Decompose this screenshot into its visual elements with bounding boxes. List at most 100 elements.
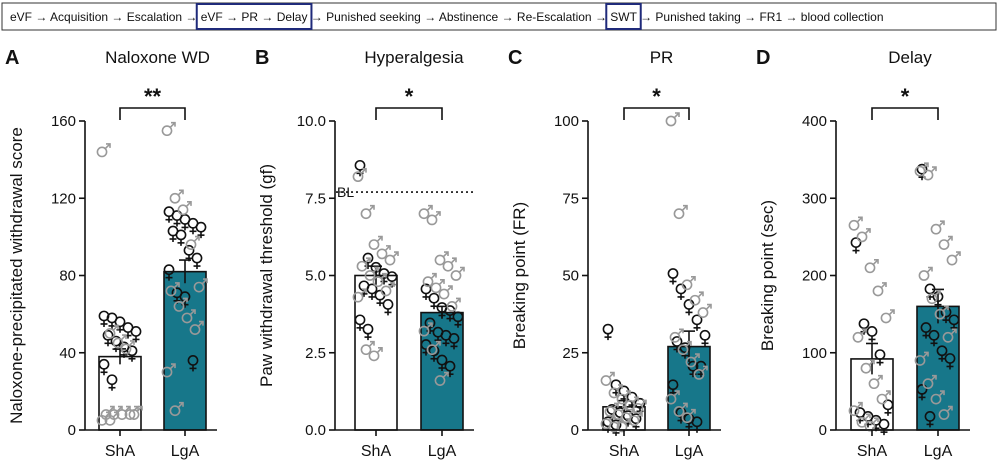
male-marker — [161, 125, 173, 137]
y-tick-label: 100 — [802, 345, 827, 362]
male-marker-head — [944, 305, 949, 311]
timeline-highlights — [195, 3, 642, 30]
panel-title: Delay — [888, 48, 932, 67]
baseline-label: BL — [337, 184, 354, 200]
male-marker-head — [187, 201, 192, 206]
male-marker — [120, 343, 132, 355]
y-tick-label: 0.0 — [305, 422, 326, 439]
male-marker — [181, 312, 193, 324]
male-marker — [669, 331, 681, 343]
male-marker — [360, 344, 372, 356]
timeline-text: eVF → Acquisition → Escalation → eVF → P… — [10, 10, 884, 24]
male-marker-head — [940, 390, 945, 396]
male-marker-head — [199, 320, 204, 326]
male-marker — [380, 285, 392, 297]
male-marker — [384, 254, 396, 266]
male-marker-head — [638, 411, 643, 417]
timeline-segment: → Punished seeking → Abstinence → Re-Esc… — [307, 10, 610, 24]
male-marker-head — [932, 374, 937, 380]
male-marker-head — [114, 411, 119, 417]
male-marker-head — [626, 418, 631, 423]
y-tick-label: 120 — [51, 190, 76, 207]
male-marker — [112, 337, 124, 349]
male-marker — [677, 344, 689, 356]
male-marker — [600, 375, 612, 386]
male-marker — [173, 300, 185, 312]
male-marker-head — [374, 266, 379, 272]
male-marker — [918, 270, 930, 281]
male-marker — [697, 307, 709, 318]
male-marker — [942, 331, 954, 343]
male-marker-head — [642, 399, 647, 405]
y-tick-label: 400 — [802, 113, 827, 130]
male-marker — [608, 387, 620, 399]
male-marker — [930, 223, 942, 235]
male-marker-head — [191, 309, 196, 314]
male-marker — [616, 421, 628, 433]
male-marker-head — [948, 405, 953, 411]
male-marker — [418, 208, 430, 220]
significance-marker: ** — [144, 84, 162, 109]
male-marker-head — [106, 143, 111, 148]
y-tick-label: 5.0 — [305, 268, 326, 285]
male-marker — [352, 291, 364, 303]
male-marker — [685, 356, 697, 368]
male-marker-head — [362, 167, 367, 173]
male-marker-head — [378, 347, 383, 352]
male-marker — [438, 288, 450, 300]
male-marker — [189, 324, 201, 335]
x-tick-label: ShA — [105, 443, 136, 460]
male-marker — [922, 169, 934, 181]
male-marker-head — [440, 279, 445, 284]
female-marker — [699, 329, 711, 341]
male-marker — [193, 281, 205, 293]
male-marker — [693, 368, 705, 380]
male-marker-head — [618, 384, 623, 389]
male-marker-head — [122, 334, 127, 340]
male-marker — [450, 270, 462, 281]
male-marker-head — [203, 278, 208, 284]
female-marker — [866, 326, 878, 337]
female-marker — [874, 349, 886, 361]
male-marker-head — [675, 390, 680, 396]
x-tick-label: ShA — [361, 443, 392, 460]
male-marker — [848, 219, 860, 231]
male-marker — [169, 405, 181, 417]
male-marker-head — [687, 340, 692, 346]
male-marker-head — [448, 285, 453, 291]
timeline: eVF → Acquisition → Escalation → eVF → P… — [1, 2, 997, 31]
y-tick-label: 0 — [819, 422, 827, 439]
y-tick-label: 25 — [562, 345, 579, 362]
panel-title: Naloxone WD — [105, 48, 210, 67]
x-tick-label: LgA — [924, 443, 953, 460]
female-marker — [183, 244, 195, 256]
panel-title: PR — [650, 48, 674, 67]
male-marker — [681, 412, 693, 424]
male-marker — [665, 393, 677, 405]
male-marker-head — [882, 282, 887, 287]
male-marker — [430, 282, 442, 294]
male-marker — [446, 300, 458, 312]
male-marker-head — [179, 401, 184, 407]
panel-d: D Delay Breaking point (sec) 0 100 200 300 400 S… — [756, 47, 970, 460]
male-marker — [368, 239, 380, 250]
male-marker-head — [370, 204, 375, 210]
male-marker-head — [858, 216, 863, 222]
female-marker — [850, 237, 862, 248]
male-marker-head — [679, 328, 684, 334]
panel-letter: B — [255, 47, 269, 69]
panel-letter: D — [756, 47, 770, 69]
male-marker — [422, 276, 434, 288]
male-marker-head — [936, 289, 941, 295]
male-marker-head — [695, 353, 700, 359]
y-tick-label: 7.5 — [305, 190, 326, 207]
male-marker — [185, 239, 197, 250]
male-marker — [372, 276, 384, 288]
timeline-segment-highlighted: SWT — [610, 10, 637, 24]
male-marker — [914, 355, 926, 366]
male-marker-head — [626, 390, 631, 396]
male-marker-head — [394, 251, 399, 257]
male-marker — [104, 328, 116, 339]
panel-title: Hyperalgesia — [364, 48, 464, 67]
